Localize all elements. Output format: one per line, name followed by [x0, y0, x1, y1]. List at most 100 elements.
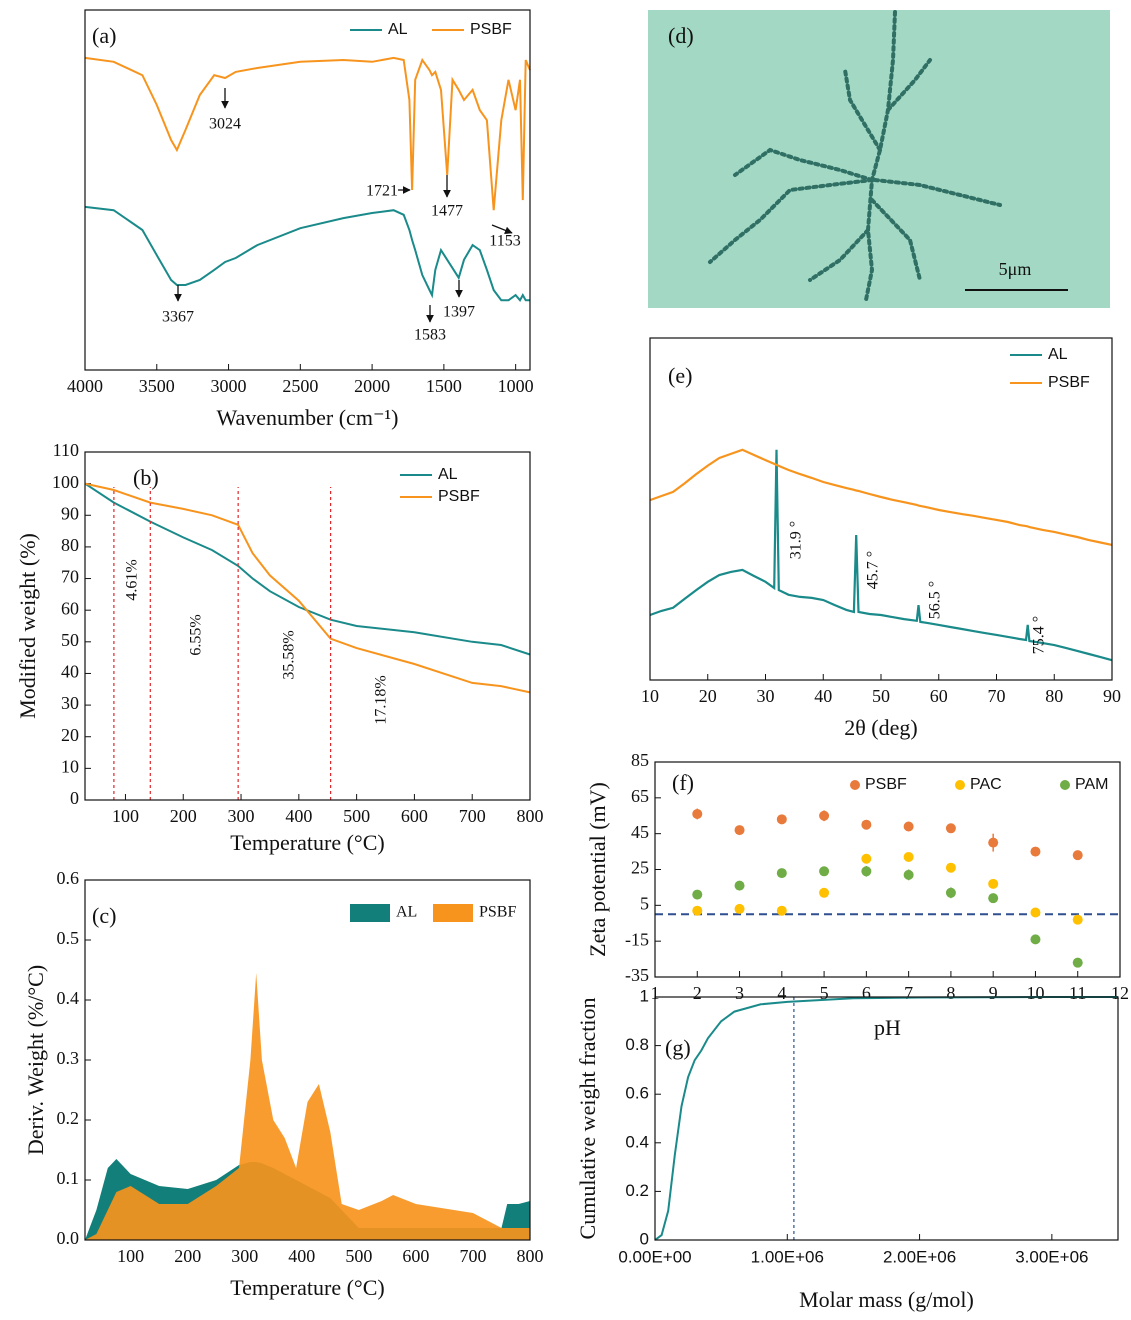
x-tick-label: 100 — [112, 806, 139, 826]
legend-swatch — [955, 780, 965, 790]
annotation: 6.55% — [188, 614, 205, 655]
y-tick-label: 0.6 — [57, 868, 80, 888]
point — [819, 866, 830, 877]
x-tick-label: 500 — [343, 806, 370, 826]
y-tick-label: 0 — [70, 788, 79, 808]
x-tick-label: 0.00E+00 — [618, 1247, 691, 1266]
x-tick-label: 7 — [904, 983, 913, 1003]
point — [1030, 907, 1041, 918]
y-axis-label: Deriv. Weight (%/°C) — [23, 965, 48, 1155]
legend-swatch — [350, 904, 390, 922]
y-tick-label: 100 — [52, 472, 79, 492]
point — [903, 821, 914, 832]
plot-frame — [654, 996, 1119, 1241]
annotation: 3024 — [209, 116, 241, 133]
point — [692, 889, 703, 900]
y-tick-label: 0.4 — [625, 1132, 649, 1151]
y-tick-label: 45 — [631, 822, 649, 842]
annotation: 56.5 ° — [927, 581, 944, 619]
x-tick-label: 800 — [517, 806, 544, 826]
chart-panel: 0.00E+00 1.00E+06 2.00E+06 3.00E+06 0 0.2 0.4 0… — [575, 986, 1119, 1312]
x-tick-label: 800 — [517, 1246, 544, 1266]
x-tick-label: 200 — [170, 806, 197, 826]
x-tick-label: 3 — [735, 983, 744, 1003]
x-tick-label: 2.00E+06 — [883, 1247, 956, 1266]
panel-label: (e) — [668, 363, 692, 388]
legend-label: PSBF — [438, 488, 480, 505]
y-tick-label: 0.3 — [57, 1048, 80, 1068]
point — [776, 814, 787, 825]
panel-label: (c) — [92, 903, 116, 928]
x-tick-label: 10 — [1026, 983, 1044, 1003]
point — [1030, 846, 1041, 857]
chart-panel: 10 20 30 40 50 60 70 80 90 2θ (deg) (e) 31.9 ° 45.7 … — [641, 337, 1121, 740]
line — [84, 482, 531, 694]
x-tick-label: 100 — [117, 1246, 144, 1266]
y-tick-label: 0.0 — [57, 1228, 80, 1248]
line — [84, 56, 531, 211]
y-tick-label: 65 — [631, 786, 649, 806]
x-tick-label: 11 — [1069, 983, 1086, 1003]
y-tick-label: 1 — [640, 986, 649, 1005]
x-tick-label: 2000 — [354, 376, 390, 396]
y-tick-label: 70 — [61, 567, 79, 587]
x-tick-label: 1.00E+06 — [751, 1247, 824, 1266]
line — [84, 482, 531, 656]
legend-label: PAM — [1075, 776, 1108, 793]
point — [1072, 914, 1083, 925]
x-tick-label: 1 — [651, 983, 660, 1003]
x-tick-label: 8 — [946, 983, 955, 1003]
annotation: 1477 — [431, 203, 463, 220]
x-tick-label: 300 — [228, 806, 255, 826]
x-tick-label: 80 — [1045, 686, 1063, 706]
x-tick-label: 6 — [862, 983, 871, 1003]
point — [692, 905, 703, 916]
x-tick-label: 500 — [345, 1246, 372, 1266]
y-tick-label: 40 — [61, 662, 79, 682]
x-tick-label: 70 — [988, 686, 1006, 706]
point — [988, 837, 999, 848]
y-tick-label: 80 — [61, 535, 79, 555]
plot-frame — [84, 9, 531, 371]
x-tick-label: 2 — [693, 983, 702, 1003]
point — [1030, 934, 1041, 945]
x-tick-label: 30 — [757, 686, 775, 706]
panel-label: (a) — [92, 23, 116, 48]
x-tick-label: 3500 — [139, 376, 175, 396]
x-tick-label: 40 — [814, 686, 832, 706]
x-tick-label: 10 — [641, 686, 659, 706]
area — [85, 973, 530, 1240]
x-tick-label: 5 — [820, 983, 829, 1003]
point — [819, 810, 830, 821]
plot-frame — [654, 761, 1121, 978]
x-tick-label: 400 — [285, 806, 312, 826]
y-tick-label: 0.5 — [57, 928, 80, 948]
x-tick-label: 20 — [699, 686, 717, 706]
annotation: 1583 — [414, 327, 446, 344]
x-axis-label: Temperature (°C) — [230, 830, 384, 855]
legend-label: PAC — [970, 776, 1002, 793]
point — [945, 823, 956, 834]
x-tick-label: 600 — [401, 806, 428, 826]
annotation: 1721 — [366, 183, 398, 200]
annotation: 17.18% — [373, 675, 390, 724]
y-tick-label: 110 — [53, 440, 79, 460]
annotation: 75.4 ° — [1031, 616, 1048, 654]
x-tick-label: 60 — [930, 686, 948, 706]
x-tick-label: 3.00E+06 — [1015, 1247, 1088, 1266]
annotation: 1397 — [443, 304, 475, 321]
x-axis-label: 2θ (deg) — [844, 715, 917, 740]
annotation-arrow — [491, 224, 513, 235]
legend-swatch — [433, 904, 473, 922]
point — [903, 851, 914, 862]
x-tick-label: 2500 — [282, 376, 318, 396]
line — [654, 996, 1118, 1241]
legend-label: PSBF — [1048, 374, 1090, 391]
point — [1072, 957, 1083, 968]
legend-label: AL — [388, 21, 408, 38]
y-tick-label: 20 — [61, 725, 79, 745]
point — [988, 893, 999, 904]
y-tick-label: -15 — [625, 929, 649, 949]
y-tick-label: 25 — [631, 858, 649, 878]
